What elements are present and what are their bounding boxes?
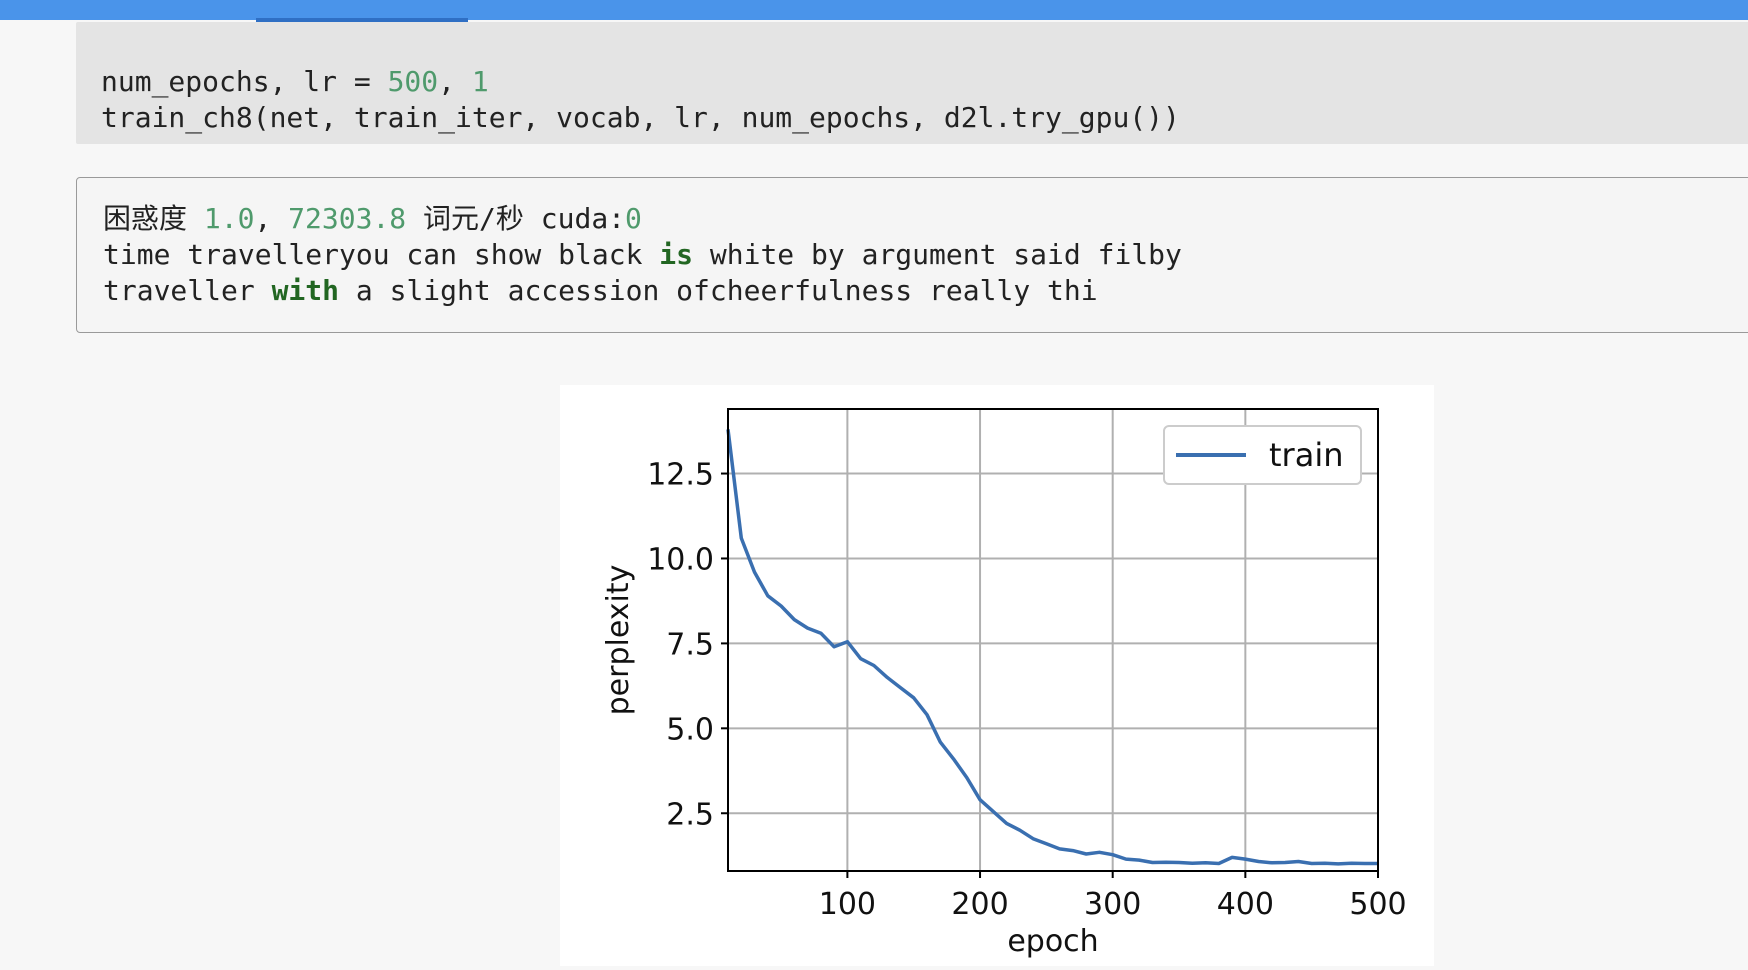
perplexity-label: 困惑度 xyxy=(103,202,204,235)
x-tick-label: 200 xyxy=(951,887,1008,922)
y-tick-label: 10.0 xyxy=(647,542,714,577)
output-text: traveller xyxy=(103,274,272,307)
output-text: a slight accession ofcheerfulness really… xyxy=(339,274,1098,307)
active-tab-indicator[interactable] xyxy=(256,18,468,22)
output-text: time travelleryou can show black xyxy=(103,238,660,271)
output-keyword: is xyxy=(659,238,694,271)
speed-unit: 词元/秒 cuda: xyxy=(406,202,626,235)
y-tick-label: 7.5 xyxy=(666,627,714,662)
x-axis-label: epoch xyxy=(1007,924,1098,959)
output-line-3: traveller with a slight accession ofchee… xyxy=(103,273,1098,309)
plot-frame xyxy=(727,408,1379,872)
code-separator: , xyxy=(438,65,472,98)
notebook-top-bar xyxy=(0,0,1748,22)
chart-container: 100 200 300 400 500 2.5 5.0 7.5 10.0 12.5 epoch p… xyxy=(560,385,1434,966)
code-epochs-value: 500 xyxy=(387,65,439,98)
y-tick-label: 2.5 xyxy=(666,797,714,832)
legend-label: train xyxy=(1269,436,1343,474)
output-text: white by argument said filby xyxy=(693,238,1182,271)
output-line-2: time travelleryou can show black is whit… xyxy=(103,237,1182,273)
x-tick-label: 300 xyxy=(1084,887,1141,922)
code-line-1: num_epochs, lr = 500, 1 xyxy=(101,64,489,100)
y-axis-label: perplexity xyxy=(601,565,636,716)
x-tick-label: 100 xyxy=(819,887,876,922)
speed-value: 72303.8 xyxy=(288,202,407,235)
x-tick-label: 500 xyxy=(1349,887,1406,922)
output-line-1: 困惑度 1.0, 72303.8 词元/秒 cuda:0 xyxy=(103,201,642,237)
perplexity-chart: 100 200 300 400 500 2.5 5.0 7.5 10.0 12.5 epoch p… xyxy=(601,408,1407,959)
perplexity-value: 1.0 xyxy=(203,202,255,235)
output-keyword: with xyxy=(271,274,340,307)
y-tick-label: 5.0 xyxy=(666,712,714,747)
code-epochs-prefix: num_epochs, lr = xyxy=(101,65,388,98)
output-cell: 困惑度 1.0, 72303.8 词元/秒 cuda:0 time travel… xyxy=(76,177,1748,333)
y-tick-label: 12.5 xyxy=(647,458,714,493)
chart-legend: train xyxy=(1163,425,1362,485)
x-tick-label: 400 xyxy=(1217,887,1274,922)
device-index: 0 xyxy=(625,202,642,235)
code-cell[interactable]: num_epochs, lr = 500, 1 train_ch8(net, t… xyxy=(76,22,1748,144)
code-lr-value: 1 xyxy=(471,65,489,98)
legend-box xyxy=(1163,425,1362,485)
series-line-train xyxy=(726,429,1378,866)
output-separator: , xyxy=(254,202,289,235)
chart-ticks: 100 200 300 400 500 2.5 5.0 7.5 10.0 12.5 xyxy=(647,458,1406,922)
code-line-2: train_ch8(net, train_iter, vocab, lr, nu… xyxy=(101,101,1180,134)
chart-series xyxy=(726,429,1378,866)
